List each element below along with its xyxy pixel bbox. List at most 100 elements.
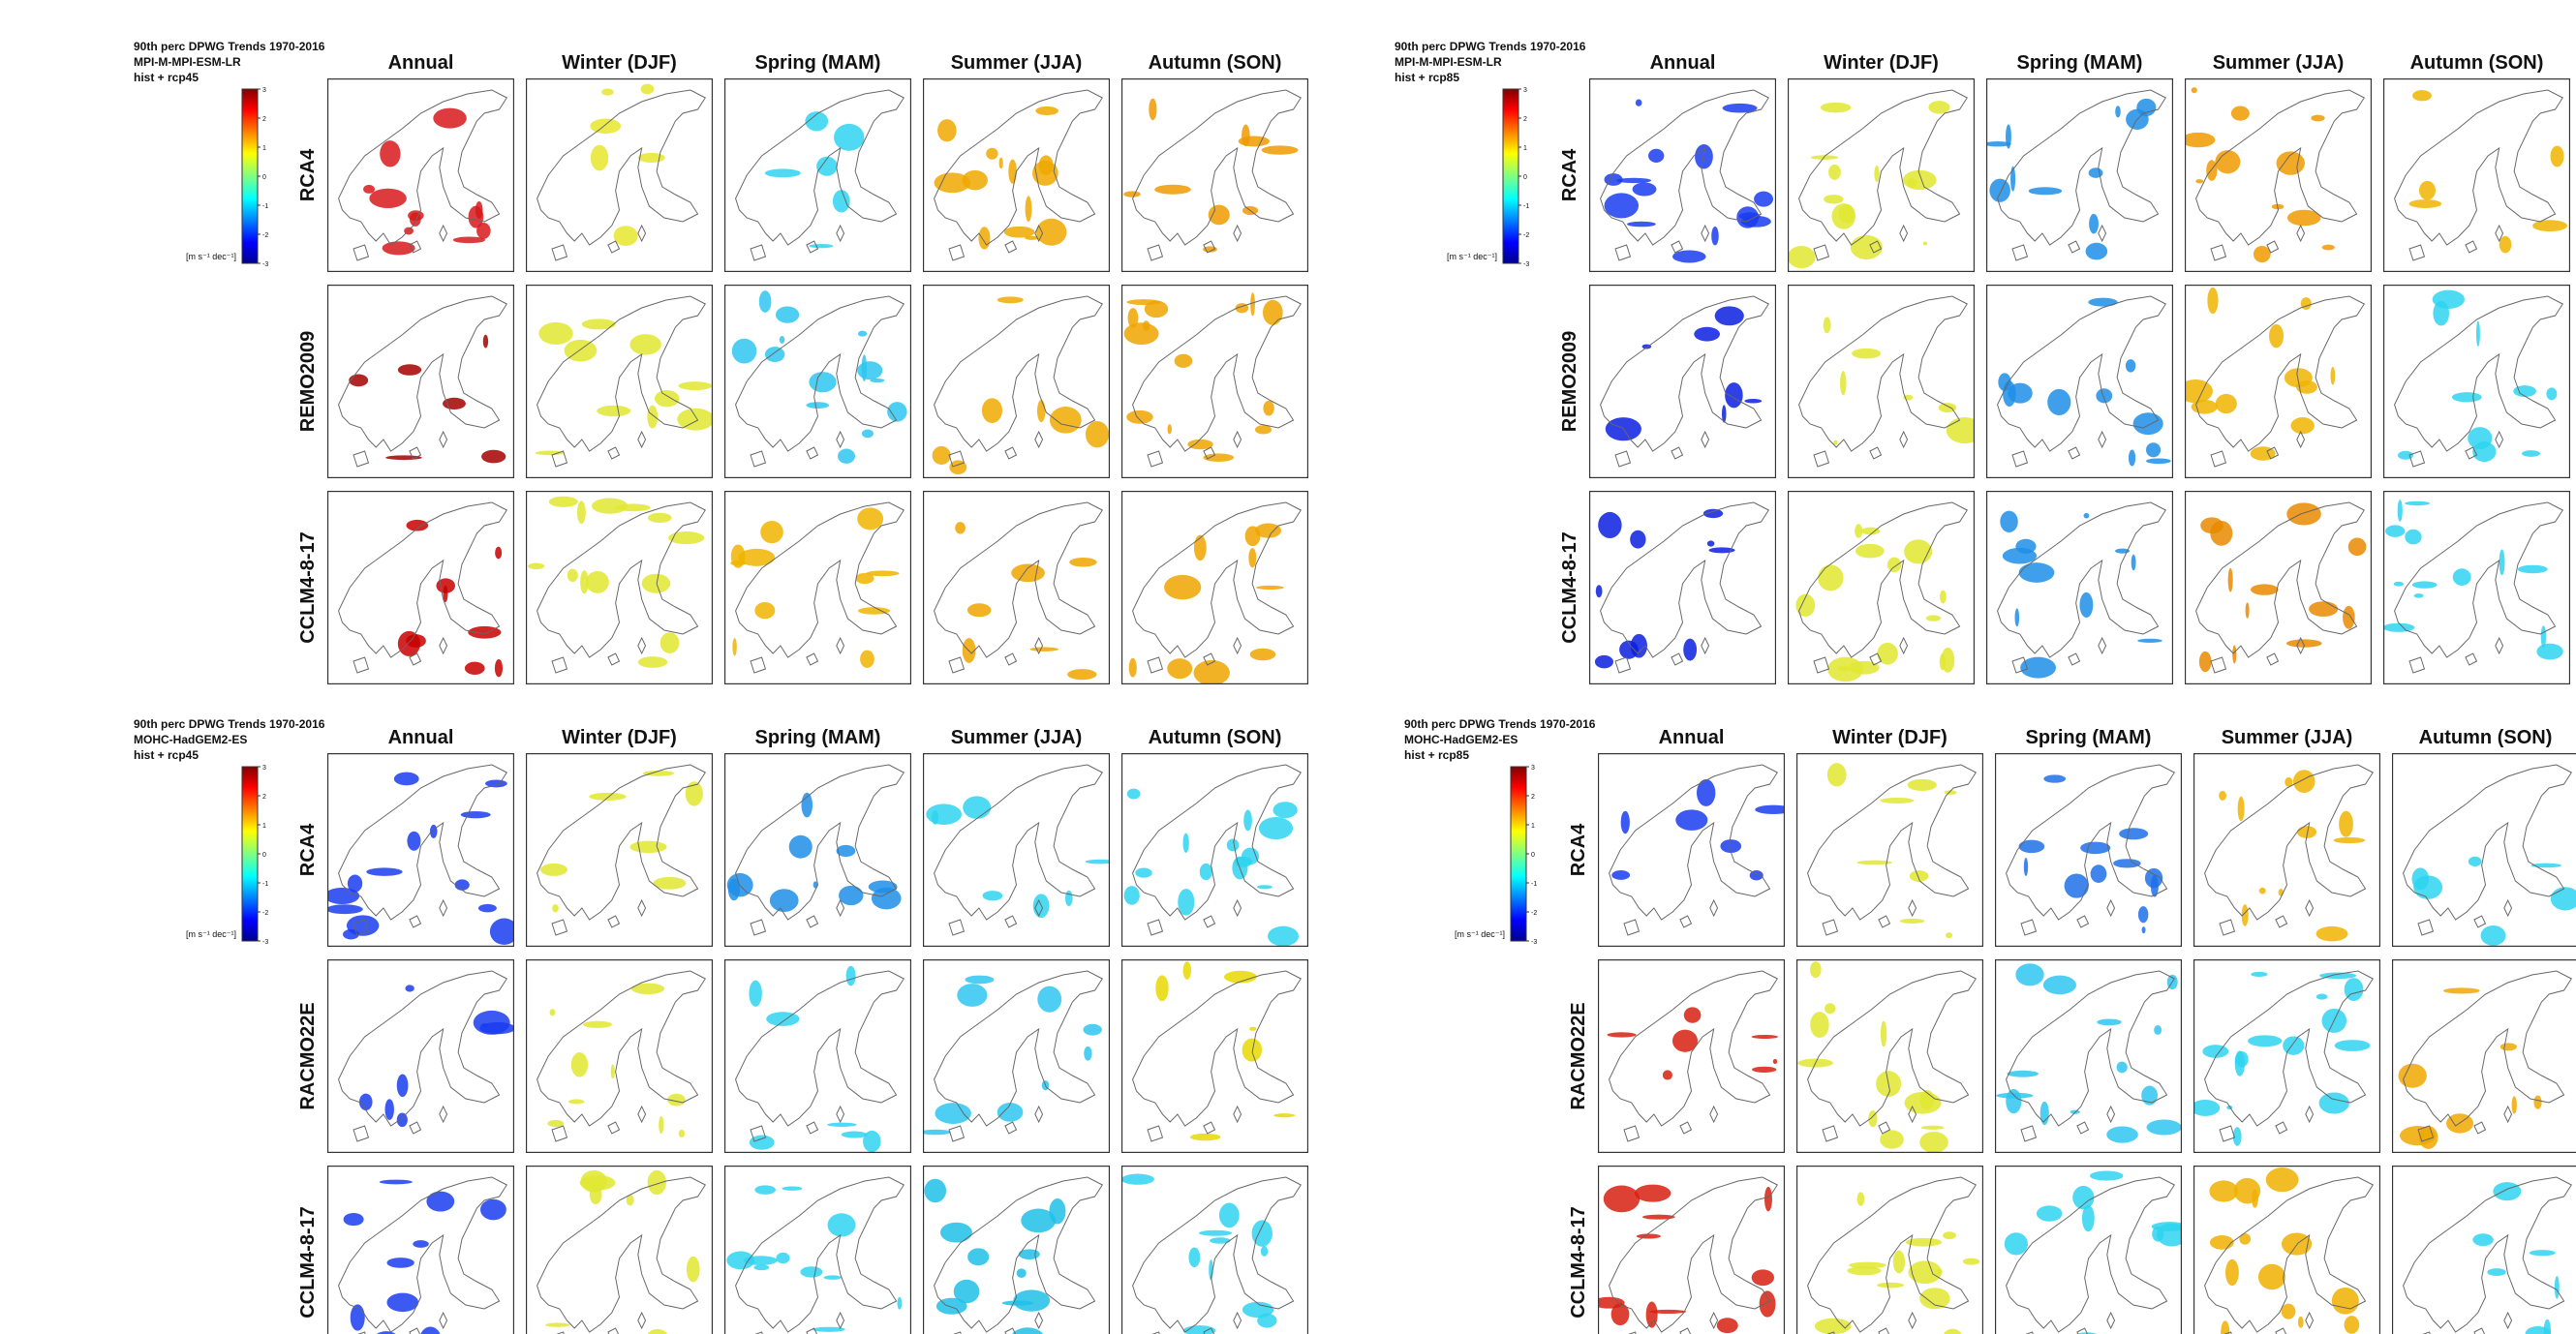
trend-area [591, 145, 608, 171]
trend-area [1707, 540, 1715, 546]
trend-area [1877, 1283, 1904, 1289]
trend-area [833, 190, 850, 212]
trend-area [1029, 647, 1058, 651]
map-background [1598, 959, 1785, 1153]
trend-area [1849, 1262, 1886, 1269]
trend-area [647, 406, 658, 429]
trend-area [359, 1094, 373, 1110]
trend-area [776, 306, 799, 322]
trend-area [759, 290, 772, 313]
colorbar-tick-label: 1 [1531, 823, 1535, 830]
colorbar-tick-label: -2 [1531, 910, 1537, 917]
trend-area [2210, 1235, 2234, 1250]
trend-area [2192, 87, 2197, 93]
colorbar-tick-label: -2 [1523, 232, 1529, 239]
column-header: Spring (MAM) [2026, 727, 2152, 748]
map-background [1121, 753, 1308, 947]
trend-area [465, 662, 485, 675]
trend-area [780, 336, 785, 344]
trend-area [495, 659, 503, 677]
trend-area [2239, 1233, 2251, 1245]
trend-area [1616, 178, 1651, 183]
trend-area [846, 966, 856, 986]
trend-area [2043, 774, 2066, 782]
trend-area [732, 638, 736, 655]
trend-area [2293, 770, 2315, 793]
trend-area [857, 507, 883, 530]
trend-area [1039, 155, 1054, 174]
trend-area [2269, 324, 2284, 349]
trend-area [1164, 575, 1201, 599]
map-panel [1598, 959, 1785, 1153]
trend-area [2316, 926, 2348, 941]
trend-area [2398, 500, 2403, 522]
trend-area [965, 976, 994, 985]
colorbar-tick-label: -3 [262, 261, 268, 268]
map-background [327, 491, 514, 684]
colorbar-tick-label: 3 [1523, 87, 1527, 94]
trend-area [2209, 1180, 2238, 1201]
trend-area [1124, 322, 1159, 345]
trend-area [2079, 592, 2093, 618]
map-background [923, 959, 1110, 1153]
trend-area [485, 779, 507, 787]
trend-area [1907, 178, 1917, 188]
trend-area [2266, 1167, 2299, 1192]
trend-area [2019, 562, 2055, 583]
trend-area [2311, 115, 2324, 122]
trend-area [967, 603, 992, 617]
map-background [327, 78, 514, 272]
trend-area [583, 1021, 612, 1028]
trend-area [1036, 219, 1066, 246]
trend-area [326, 904, 363, 914]
trend-area [601, 89, 614, 96]
trend-area [1605, 193, 1639, 218]
trend-area [2154, 1025, 2162, 1035]
map-panel [327, 959, 515, 1153]
trend-area [2383, 623, 2415, 632]
trend-area [597, 406, 630, 416]
trend-area [2065, 873, 2089, 897]
trend-area [2399, 1064, 2427, 1088]
colorbar-tick-label: 2 [1523, 116, 1527, 123]
trend-area [2334, 837, 2366, 843]
map-panel [724, 491, 911, 684]
trend-area [2481, 925, 2506, 946]
trend-area [406, 520, 428, 531]
map-background [923, 491, 1110, 684]
trend-area [1167, 658, 1192, 679]
column-header: Summer (JJA) [951, 52, 1083, 74]
trend-area [1928, 101, 1949, 113]
trend-area [1635, 1185, 1671, 1202]
map-panel [724, 959, 911, 1153]
trend-area [2546, 387, 2557, 400]
trend-area [1607, 1032, 1636, 1037]
trend-area [1127, 299, 1161, 305]
trend-area [1852, 349, 1881, 359]
trend-area [2282, 1304, 2296, 1319]
trend-area [648, 513, 672, 523]
map-panel [2185, 491, 2372, 684]
trend-area [1684, 1007, 1702, 1022]
trend-area [2199, 652, 2212, 672]
trend-area [1675, 809, 1707, 831]
trend-area [344, 1213, 364, 1226]
trend-area [687, 1257, 700, 1283]
trend-area [1593, 1297, 1625, 1309]
column-header: Annual [1650, 52, 1716, 74]
map-panel [923, 1166, 1110, 1334]
trend-area [2096, 388, 2112, 403]
trend-area [590, 118, 621, 134]
map-panel [526, 959, 713, 1153]
colorbar-tick-label: -1 [262, 881, 268, 888]
trend-area [2000, 511, 2017, 532]
trend-area [1824, 318, 1831, 334]
map-panel [724, 753, 911, 947]
trend-area [677, 409, 714, 431]
column-header: Summer (JJA) [2213, 52, 2345, 74]
row-label: RCA4 [297, 148, 319, 201]
map-panel [324, 753, 518, 947]
trend-area [2530, 1250, 2556, 1256]
trend-area [1752, 1067, 1776, 1073]
trend-area [2142, 926, 2146, 933]
